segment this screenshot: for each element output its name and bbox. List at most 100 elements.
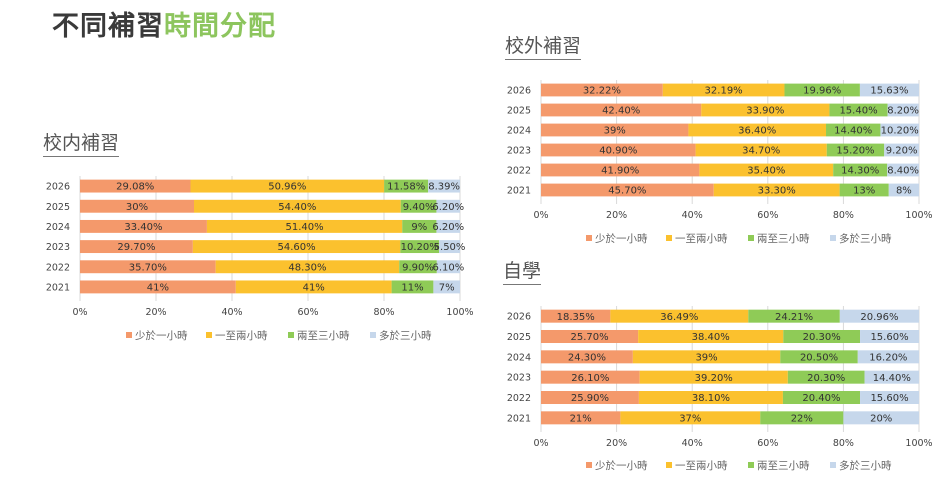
- data-label: 20.30%: [807, 373, 845, 384]
- data-label: 20.50%: [800, 352, 838, 363]
- bar-2-to-3h-2026: [784, 83, 860, 97]
- data-label: 15.20%: [836, 146, 874, 157]
- bar-more-than-3h-2025: [860, 329, 919, 344]
- bar-1-to-2h-2026: [662, 83, 785, 97]
- data-label: 22%: [791, 413, 813, 424]
- bar-2-to-3h-2023: [826, 143, 885, 157]
- y-category-label: 2026: [507, 312, 531, 323]
- bar-more-than-3h-2025: [436, 199, 460, 213]
- data-label: 51.40%: [286, 222, 324, 233]
- data-label: 13%: [853, 186, 875, 197]
- legend-swatch-more-than-3h: [370, 332, 376, 338]
- y-category-label: 2022: [507, 393, 531, 404]
- bar-2-to-3h-2023: [400, 240, 440, 254]
- data-label: 54.40%: [278, 202, 316, 213]
- data-label: 37%: [679, 413, 701, 424]
- legend-label-less-than-1h: 少於一小時: [595, 232, 648, 245]
- data-label: 26.10%: [571, 373, 609, 384]
- bar-2-to-3h-2021: [760, 411, 844, 425]
- x-tick-label: 40%: [682, 438, 703, 449]
- bar-1-to-2h-2022: [638, 390, 783, 405]
- data-label: 16.20%: [869, 352, 907, 363]
- x-tick-label: 100%: [446, 307, 473, 318]
- data-label: 20.40%: [802, 393, 840, 404]
- bar-less-than-1h-2024: [541, 123, 689, 137]
- y-category-label: 2024: [507, 126, 531, 137]
- data-label: 14.30%: [841, 166, 879, 177]
- bar-more-than-3h-2026: [859, 83, 919, 97]
- y-category-label: 2025: [507, 106, 531, 117]
- x-tick-label: 60%: [757, 210, 778, 221]
- bar-more-than-3h-2021: [433, 280, 460, 294]
- data-label: 38.10%: [692, 393, 730, 404]
- x-tick-label: 40%: [682, 210, 703, 221]
- data-label: 39.20%: [695, 373, 733, 384]
- data-label: 20.96%: [860, 312, 898, 323]
- y-category-label: 2023: [507, 373, 531, 384]
- data-label: 50.96%: [268, 182, 306, 193]
- bar-1-to-2h-2026: [610, 309, 749, 323]
- data-label: 19.96%: [803, 86, 841, 97]
- legend-swatch-2-to-3h: [748, 235, 754, 241]
- data-label: 9.90%: [402, 262, 434, 273]
- y-category-label: 2024: [46, 222, 70, 233]
- x-tick-label: 20%: [606, 210, 627, 221]
- data-label: 39%: [604, 126, 626, 137]
- y-category-label: 2023: [507, 146, 531, 157]
- y-category-label: 2022: [46, 262, 70, 273]
- legend-swatch-2-to-3h: [748, 462, 754, 468]
- bar-more-than-3h-2021: [888, 183, 919, 197]
- bar-less-than-1h-2026: [541, 309, 611, 323]
- data-label: 15.60%: [870, 332, 908, 343]
- data-label: 29.70%: [117, 242, 155, 253]
- x-tick-label: 100%: [905, 210, 932, 221]
- legend-label-less-than-1h: 少於一小時: [135, 329, 188, 342]
- bar-more-than-3h-2021: [843, 411, 919, 425]
- bar-1-to-2h-2024: [632, 350, 781, 364]
- bar-more-than-3h-2024: [436, 219, 460, 233]
- data-label: 6.10%: [433, 262, 465, 273]
- legend-swatch-2-to-3h: [288, 332, 294, 338]
- data-label: 10.20%: [881, 126, 919, 137]
- x-tick-label: 80%: [833, 438, 854, 449]
- bar-1-to-2h-2022: [215, 260, 400, 274]
- bar-1-to-2h-2024: [206, 219, 403, 233]
- y-category-label: 2025: [46, 202, 70, 213]
- data-label: 24.21%: [775, 312, 813, 323]
- data-label: 30%: [126, 202, 148, 213]
- bar-1-to-2h-2023: [695, 143, 827, 157]
- bar-more-than-3h-2026: [428, 179, 461, 193]
- page-title-part1: 不同補習: [52, 11, 164, 42]
- x-tick-label: 40%: [221, 307, 242, 318]
- bar-2-to-3h-2026: [384, 179, 429, 193]
- data-label: 54.60%: [278, 242, 316, 253]
- data-label: 8.39%: [428, 182, 460, 193]
- bar-less-than-1h-2022: [80, 260, 216, 274]
- x-tick-label: 60%: [757, 438, 778, 449]
- data-label: 18.35%: [557, 312, 595, 323]
- bar-2-to-3h-2022: [782, 390, 861, 405]
- data-label: 32.22%: [583, 86, 621, 97]
- legend-label-more-than-3h: 多於三小時: [839, 459, 892, 472]
- bar-more-than-3h-2026: [839, 309, 920, 323]
- data-label: 25.70%: [571, 332, 609, 343]
- bar-more-than-3h-2022: [860, 390, 919, 405]
- data-label: 24.30%: [568, 352, 606, 363]
- data-label: 8%: [896, 186, 912, 197]
- legend-swatch-1-to-2h: [206, 332, 212, 338]
- data-label: 6.20%: [432, 202, 464, 213]
- data-label: 8.40%: [887, 166, 919, 177]
- data-label: 42.40%: [602, 106, 640, 117]
- x-tick-label: 0%: [533, 438, 548, 449]
- y-category-label: 2026: [46, 182, 70, 193]
- y-category-label: 2021: [46, 282, 70, 293]
- bar-2-to-3h-2025: [783, 329, 861, 344]
- bar-less-than-1h-2021: [541, 411, 621, 425]
- legend-label-2-to-3h: 兩至三小時: [757, 233, 810, 245]
- bar-less-than-1h-2023: [80, 240, 193, 254]
- data-label: 15.60%: [870, 393, 908, 404]
- legend-label-1-to-2h: 一至兩小時: [675, 233, 728, 245]
